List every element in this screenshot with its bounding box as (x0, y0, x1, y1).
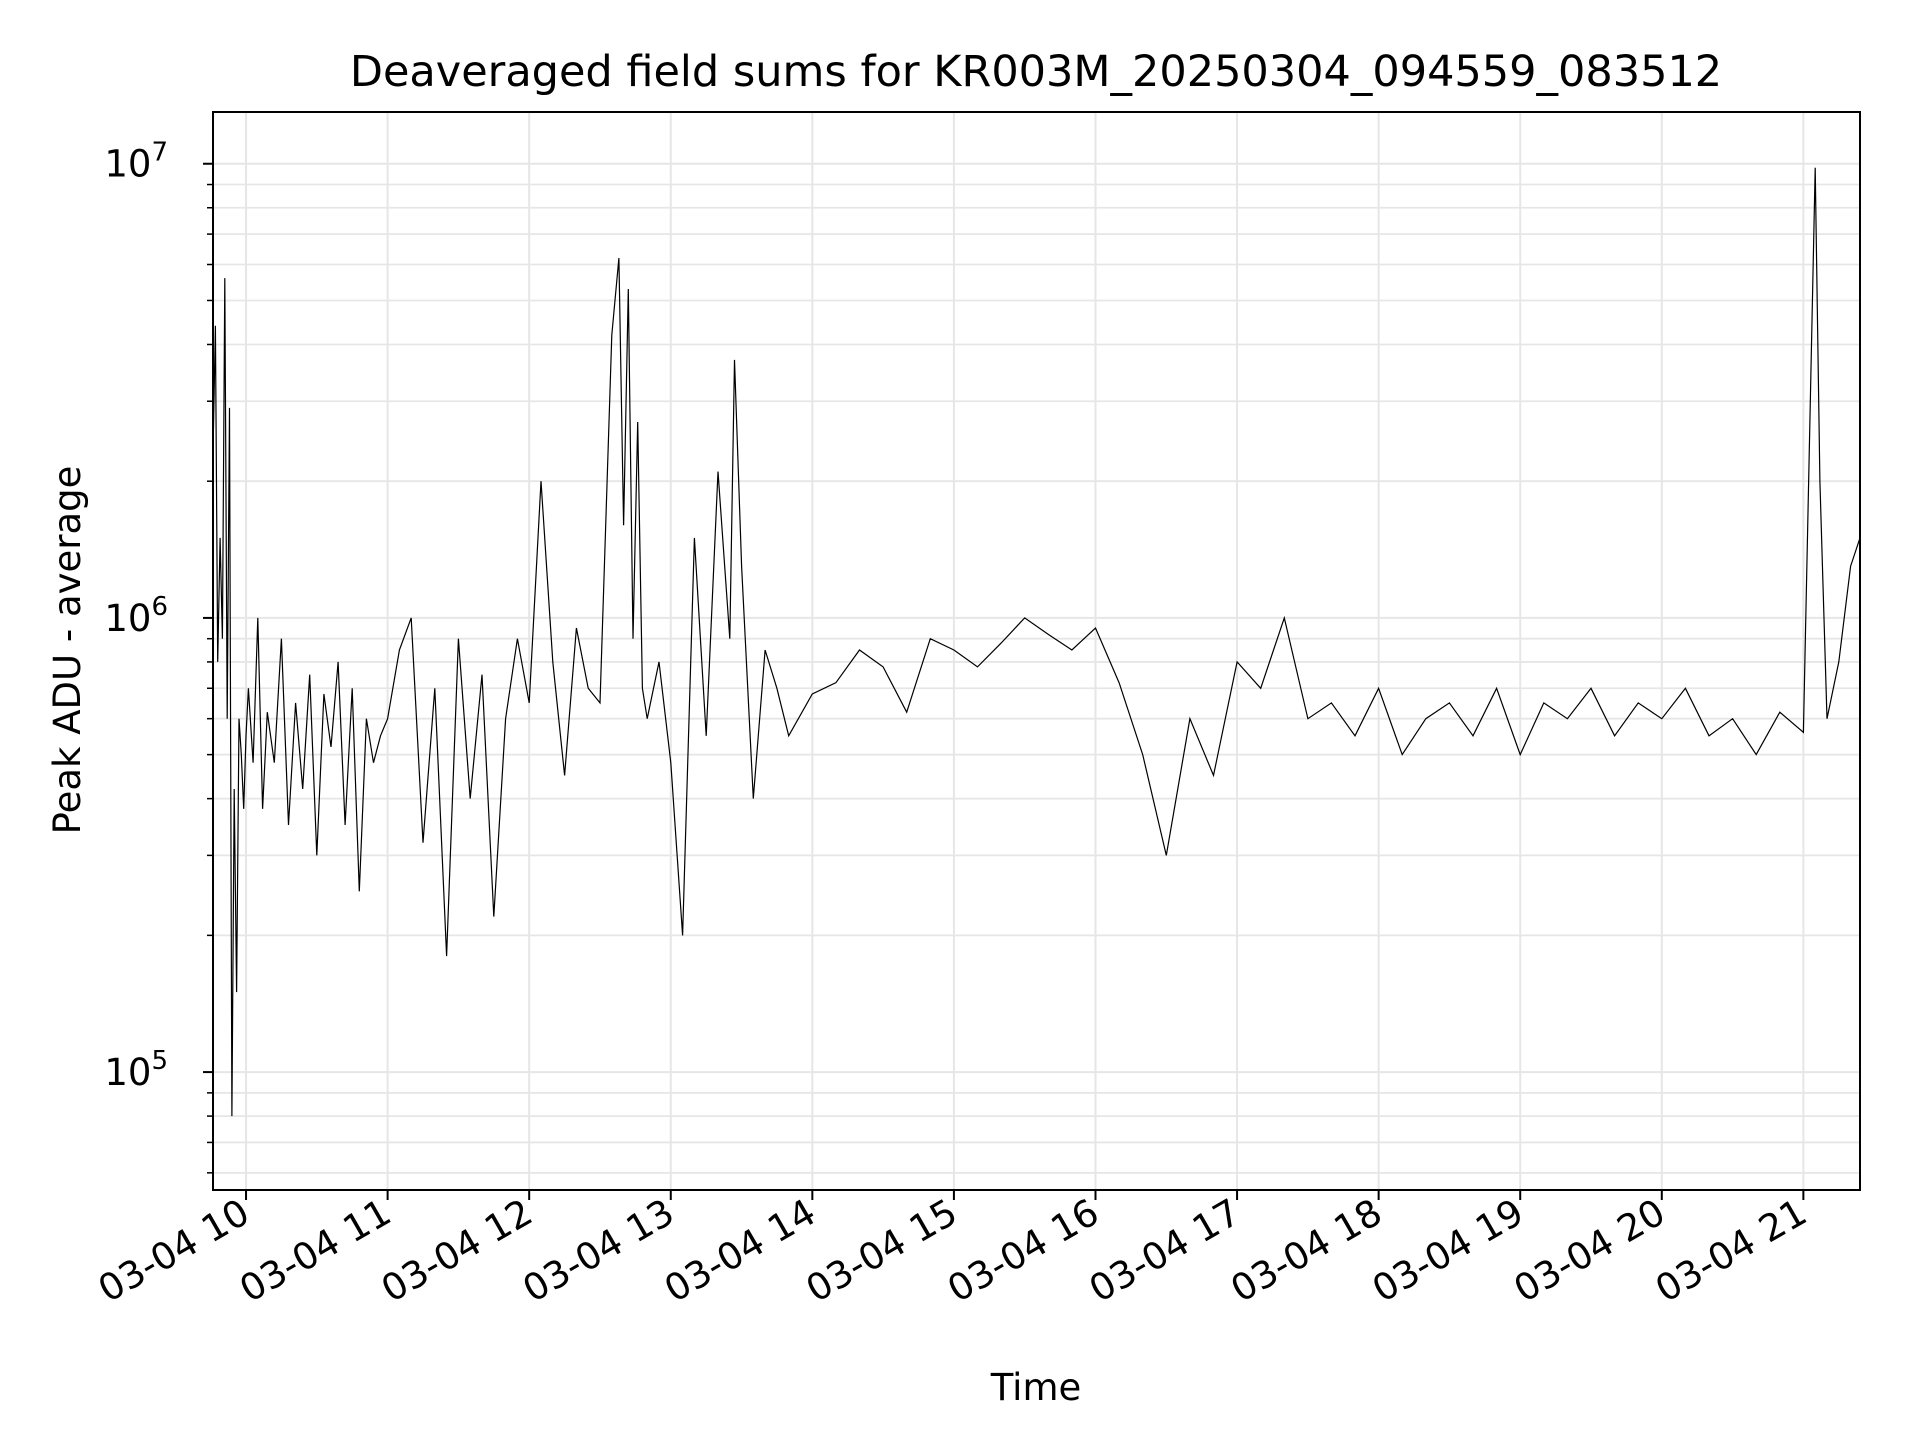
y-axis: 105 106 107 (104, 138, 213, 1174)
plot-area (212, 167, 1861, 1117)
x-axis-label: Time (990, 1366, 1082, 1409)
plot-frame (212, 111, 1861, 1191)
y-tick-label: 107 (104, 138, 168, 186)
chart-title: Deaveraged field sums for KR003M_2025030… (350, 47, 1722, 97)
y-tick-label: 105 (104, 1046, 168, 1094)
series-line (212, 167, 1861, 1117)
grid-lines (213, 112, 1860, 1190)
y-tick-label: 106 (104, 592, 168, 640)
y-axis-label: Peak ADU - average (46, 466, 89, 835)
